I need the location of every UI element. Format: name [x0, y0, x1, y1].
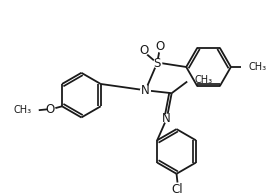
Text: N: N — [141, 84, 150, 97]
Text: S: S — [153, 57, 161, 70]
Text: O: O — [155, 40, 165, 53]
Text: N: N — [162, 112, 170, 125]
Text: CH₃: CH₃ — [14, 105, 32, 115]
Text: Cl: Cl — [172, 183, 183, 196]
Text: O: O — [46, 103, 55, 116]
Text: CH₃: CH₃ — [195, 75, 213, 85]
Text: O: O — [139, 44, 148, 57]
Text: CH₃: CH₃ — [248, 62, 266, 72]
